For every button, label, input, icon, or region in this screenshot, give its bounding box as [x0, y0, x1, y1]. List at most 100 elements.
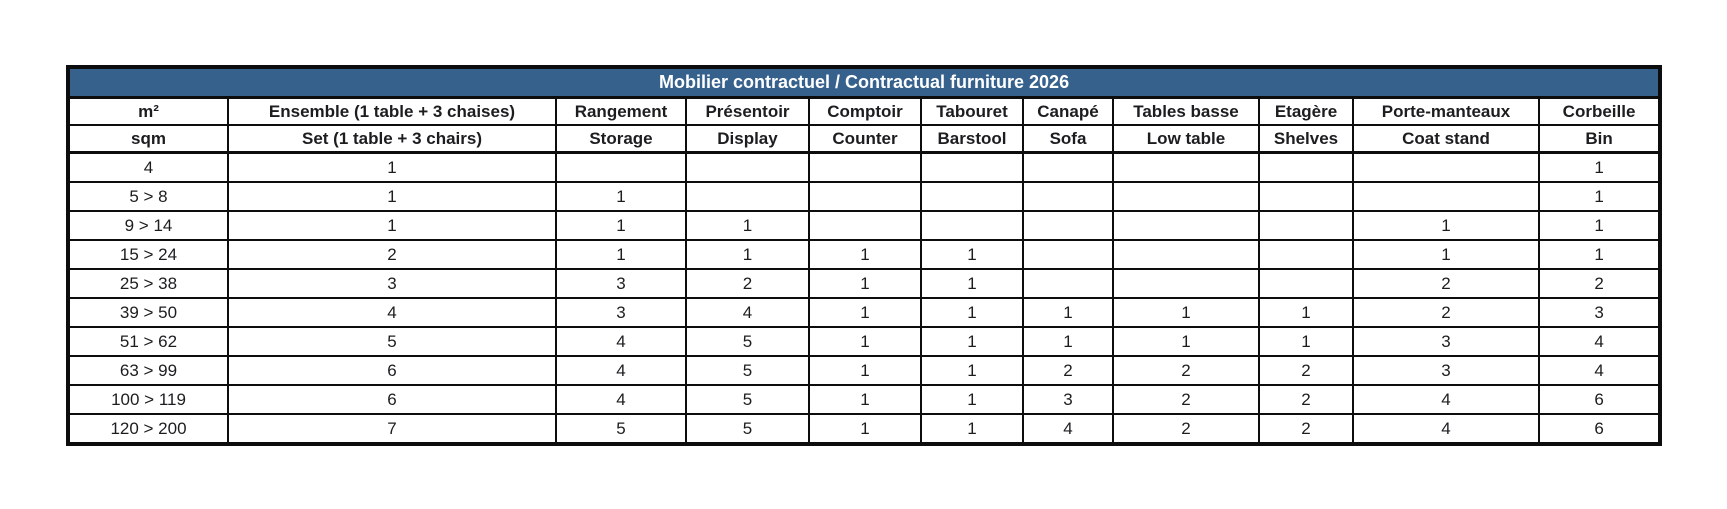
sqm-range-label: 39 > 50: [67, 297, 229, 328]
quantity-cell-r5-c3: 3: [555, 268, 687, 299]
column-header-fr-1: m²: [67, 96, 229, 126]
column-header-en-4: Display: [685, 124, 810, 154]
quantity-cell-r9-c10: 4: [1352, 384, 1540, 415]
quantity-cell-r7-c3: 4: [555, 326, 687, 357]
quantity-cell-r10-c9: 2: [1258, 413, 1354, 445]
column-header-fr-3: Rangement: [555, 96, 687, 126]
sqm-range-label: 4: [67, 151, 229, 183]
quantity-cell-r5-c6: 1: [920, 268, 1024, 299]
quantity-cell-r1-c2: 1: [227, 151, 557, 183]
quantity-cell-r9-c4: 5: [685, 384, 810, 415]
quantity-cell-r8-c2: 6: [227, 355, 557, 386]
quantity-cell-r3-c3: 1: [555, 210, 687, 241]
quantity-cell-r2-c9: [1258, 181, 1354, 212]
quantity-cell-r8-c7: 2: [1022, 355, 1114, 386]
quantity-cell-r3-c11: 1: [1537, 210, 1662, 241]
quantity-cell-r1-c5: [808, 151, 922, 183]
quantity-cell-r7-c10: 3: [1352, 326, 1540, 357]
quantity-cell-r6-c10: 2: [1352, 297, 1540, 328]
quantity-cell-r7-c6: 1: [920, 326, 1024, 357]
column-header-en-1: sqm: [67, 124, 229, 154]
quantity-cell-r9-c2: 6: [227, 384, 557, 415]
quantity-cell-r10-c4: 5: [685, 413, 810, 445]
quantity-cell-r3-c6: [920, 210, 1024, 241]
table-row-10: 120 > 200 7 5 5 1 1 4 2 2 4 6: [67, 413, 1662, 445]
column-header-fr-6: Tabouret: [920, 96, 1024, 126]
quantity-cell-r7-c4: 5: [685, 326, 810, 357]
column-header-fr-7: Canapé: [1022, 96, 1114, 126]
column-header-en-8: Low table: [1112, 124, 1260, 154]
sqm-range-label: 15 > 24: [67, 239, 229, 270]
quantity-cell-r5-c8: [1112, 268, 1260, 299]
quantity-cell-r1-c6: [920, 151, 1024, 183]
quantity-cell-r7-c9: 1: [1258, 326, 1354, 357]
quantity-cell-r6-c4: 4: [685, 297, 810, 328]
quantity-cell-r6-c6: 1: [920, 297, 1024, 328]
column-header-fr-4: Présentoir: [685, 96, 810, 126]
quantity-cell-r5-c2: 3: [227, 268, 557, 299]
table-row-4: 15 > 24 2 1 1 1 1 1 1: [67, 239, 1662, 270]
table-row-8: 63 > 99 6 4 5 1 1 2 2 2 3 4: [67, 355, 1662, 386]
quantity-cell-r4-c5: 1: [808, 239, 922, 270]
quantity-cell-r1-c8: [1112, 151, 1260, 183]
quantity-cell-r4-c10: 1: [1352, 239, 1540, 270]
sqm-range-label: 51 > 62: [67, 326, 229, 357]
column-header-fr-10: Porte-manteaux: [1352, 96, 1540, 126]
furniture-quantities-table: Mobilier contractuel / Contractual furni…: [66, 65, 1663, 446]
table-row-3: 9 > 14 1 1 1 1 1: [67, 210, 1662, 241]
quantity-cell-r9-c3: 4: [555, 384, 687, 415]
quantity-cell-r8-c5: 1: [808, 355, 922, 386]
quantity-cell-r8-c3: 4: [555, 355, 687, 386]
quantity-cell-r8-c9: 2: [1258, 355, 1354, 386]
quantity-cell-r7-c11: 4: [1537, 326, 1662, 357]
quantity-cell-r5-c10: 2: [1352, 268, 1540, 299]
table-row-9: 100 > 119 6 4 5 1 1 3 2 2 4 6: [67, 384, 1662, 415]
sqm-range-label: 100 > 119: [67, 384, 229, 415]
quantity-cell-r2-c7: [1022, 181, 1114, 212]
quantity-cell-r1-c7: [1022, 151, 1114, 183]
quantity-cell-r1-c4: [685, 151, 810, 183]
quantity-cell-r3-c10: 1: [1352, 210, 1540, 241]
table-row-5: 25 > 38 3 3 2 1 1 2 2: [67, 268, 1662, 299]
quantity-cell-r2-c5: [808, 181, 922, 212]
table-row-6: 39 > 50 4 3 4 1 1 1 1 1 2 3: [67, 297, 1662, 328]
quantity-cell-r5-c7: [1022, 268, 1114, 299]
quantity-cell-r4-c3: 1: [555, 239, 687, 270]
column-header-en-3: Storage: [555, 124, 687, 154]
quantity-cell-r5-c9: [1258, 268, 1354, 299]
quantity-cell-r10-c7: 4: [1022, 413, 1114, 445]
table-row-7: 51 > 62 5 4 5 1 1 1 1 1 3 4: [67, 326, 1662, 357]
quantity-cell-r2-c10: [1352, 181, 1540, 212]
quantity-cell-r6-c2: 4: [227, 297, 557, 328]
quantity-cell-r1-c3: [555, 151, 687, 183]
column-header-en-5: Counter: [808, 124, 922, 154]
quantity-cell-r10-c8: 2: [1112, 413, 1260, 445]
quantity-cell-r5-c11: 2: [1537, 268, 1662, 299]
quantity-cell-r3-c8: [1112, 210, 1260, 241]
column-header-en-6: Barstool: [920, 124, 1024, 154]
quantity-cell-r10-c3: 5: [555, 413, 687, 445]
sqm-range-label: 5 > 8: [67, 181, 229, 212]
quantity-cell-r9-c9: 2: [1258, 384, 1354, 415]
quantity-cell-r5-c4: 2: [685, 268, 810, 299]
column-header-en-2: Set (1 table + 3 chairs): [227, 124, 557, 154]
quantity-cell-r7-c2: 5: [227, 326, 557, 357]
quantity-cell-r7-c7: 1: [1022, 326, 1114, 357]
quantity-cell-r6-c11: 3: [1537, 297, 1662, 328]
quantity-cell-r8-c8: 2: [1112, 355, 1260, 386]
column-header-fr-2: Ensemble (1 table + 3 chaises): [227, 96, 557, 126]
table-title: Mobilier contractuel / Contractual furni…: [66, 66, 1662, 99]
column-header-fr-11: Corbeille: [1537, 96, 1662, 126]
sqm-range-label: 9 > 14: [67, 210, 229, 241]
sqm-range-label: 63 > 99: [67, 355, 229, 386]
sqm-range-label: 120 > 200: [67, 413, 229, 445]
column-header-fr-9: Etagère: [1258, 96, 1354, 126]
column-header-en-7: Sofa: [1022, 124, 1114, 154]
quantity-cell-r6-c3: 3: [555, 297, 687, 328]
header-row-english: sqm Set (1 table + 3 chairs) Storage Displa…: [67, 124, 1662, 154]
quantity-cell-r4-c6: 1: [920, 239, 1024, 270]
quantity-cell-r10-c2: 7: [227, 413, 557, 445]
